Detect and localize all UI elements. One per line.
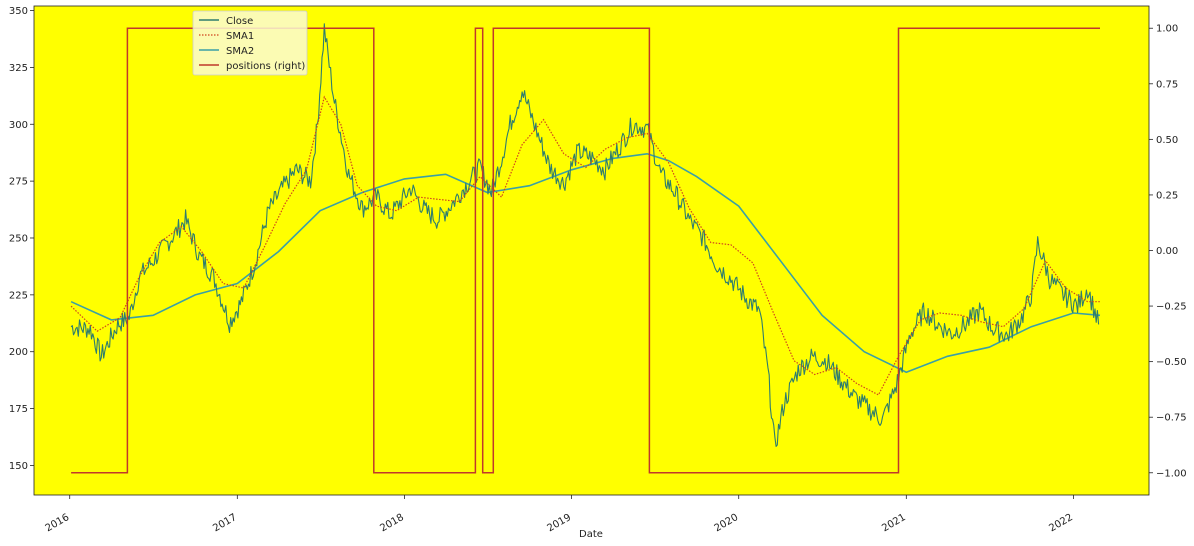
x-tick-label: 2022 <box>1047 512 1075 534</box>
y-right-tick-label: −0.25 <box>1156 302 1187 313</box>
y-right-tick-label: −0.50 <box>1156 357 1187 368</box>
y-right-tick-label: −1.00 <box>1156 468 1187 479</box>
y-right-tick-label: 0.00 <box>1156 246 1178 257</box>
y-right-tick-label: 1.00 <box>1156 24 1178 35</box>
y-tick-label: 150 <box>9 461 28 472</box>
y-right-tick-label: 0.25 <box>1156 190 1178 201</box>
y-tick-label: 275 <box>9 177 28 188</box>
y-tick-label: 300 <box>9 120 28 131</box>
legend: Close SMA1 SMA2 positions (right) <box>192 10 308 76</box>
x-axis-label: Date <box>579 529 603 540</box>
y-tick-label: 200 <box>9 347 28 358</box>
y-tick-label: 225 <box>9 290 28 301</box>
x-tick-label: 2019 <box>546 512 574 534</box>
series-close-line <box>70 23 1100 447</box>
x-tick-label: 2016 <box>44 512 72 534</box>
y-tick-label: 175 <box>9 404 28 415</box>
legend-label-positions: positions (right) <box>226 61 305 72</box>
x-tick-label: 2020 <box>713 512 741 534</box>
legend-label-close: Close <box>226 16 253 27</box>
y-tick-label: 325 <box>9 63 28 74</box>
y-tick-label: 350 <box>9 6 28 17</box>
axis-layer: 150 175 200 225 250 275 300 325 350 −1.00 −0.75 −0.… <box>9 6 1187 534</box>
y-right-tick-label: 0.75 <box>1156 79 1178 90</box>
y-right-tick-label: −0.75 <box>1156 413 1187 424</box>
legend-box <box>192 10 308 76</box>
series-sma1-line <box>70 95 1100 396</box>
y-tick-label: 250 <box>9 233 28 244</box>
legend-label-sma2: SMA2 <box>226 46 254 57</box>
plot-area <box>34 6 1149 495</box>
y-right-tick-label: 0.50 <box>1156 135 1178 146</box>
legend-label-sma1: SMA1 <box>226 31 254 42</box>
x-tick-label: 2017 <box>211 512 239 534</box>
x-tick-label: 2018 <box>378 512 406 534</box>
x-tick-label: 2021 <box>880 512 908 534</box>
